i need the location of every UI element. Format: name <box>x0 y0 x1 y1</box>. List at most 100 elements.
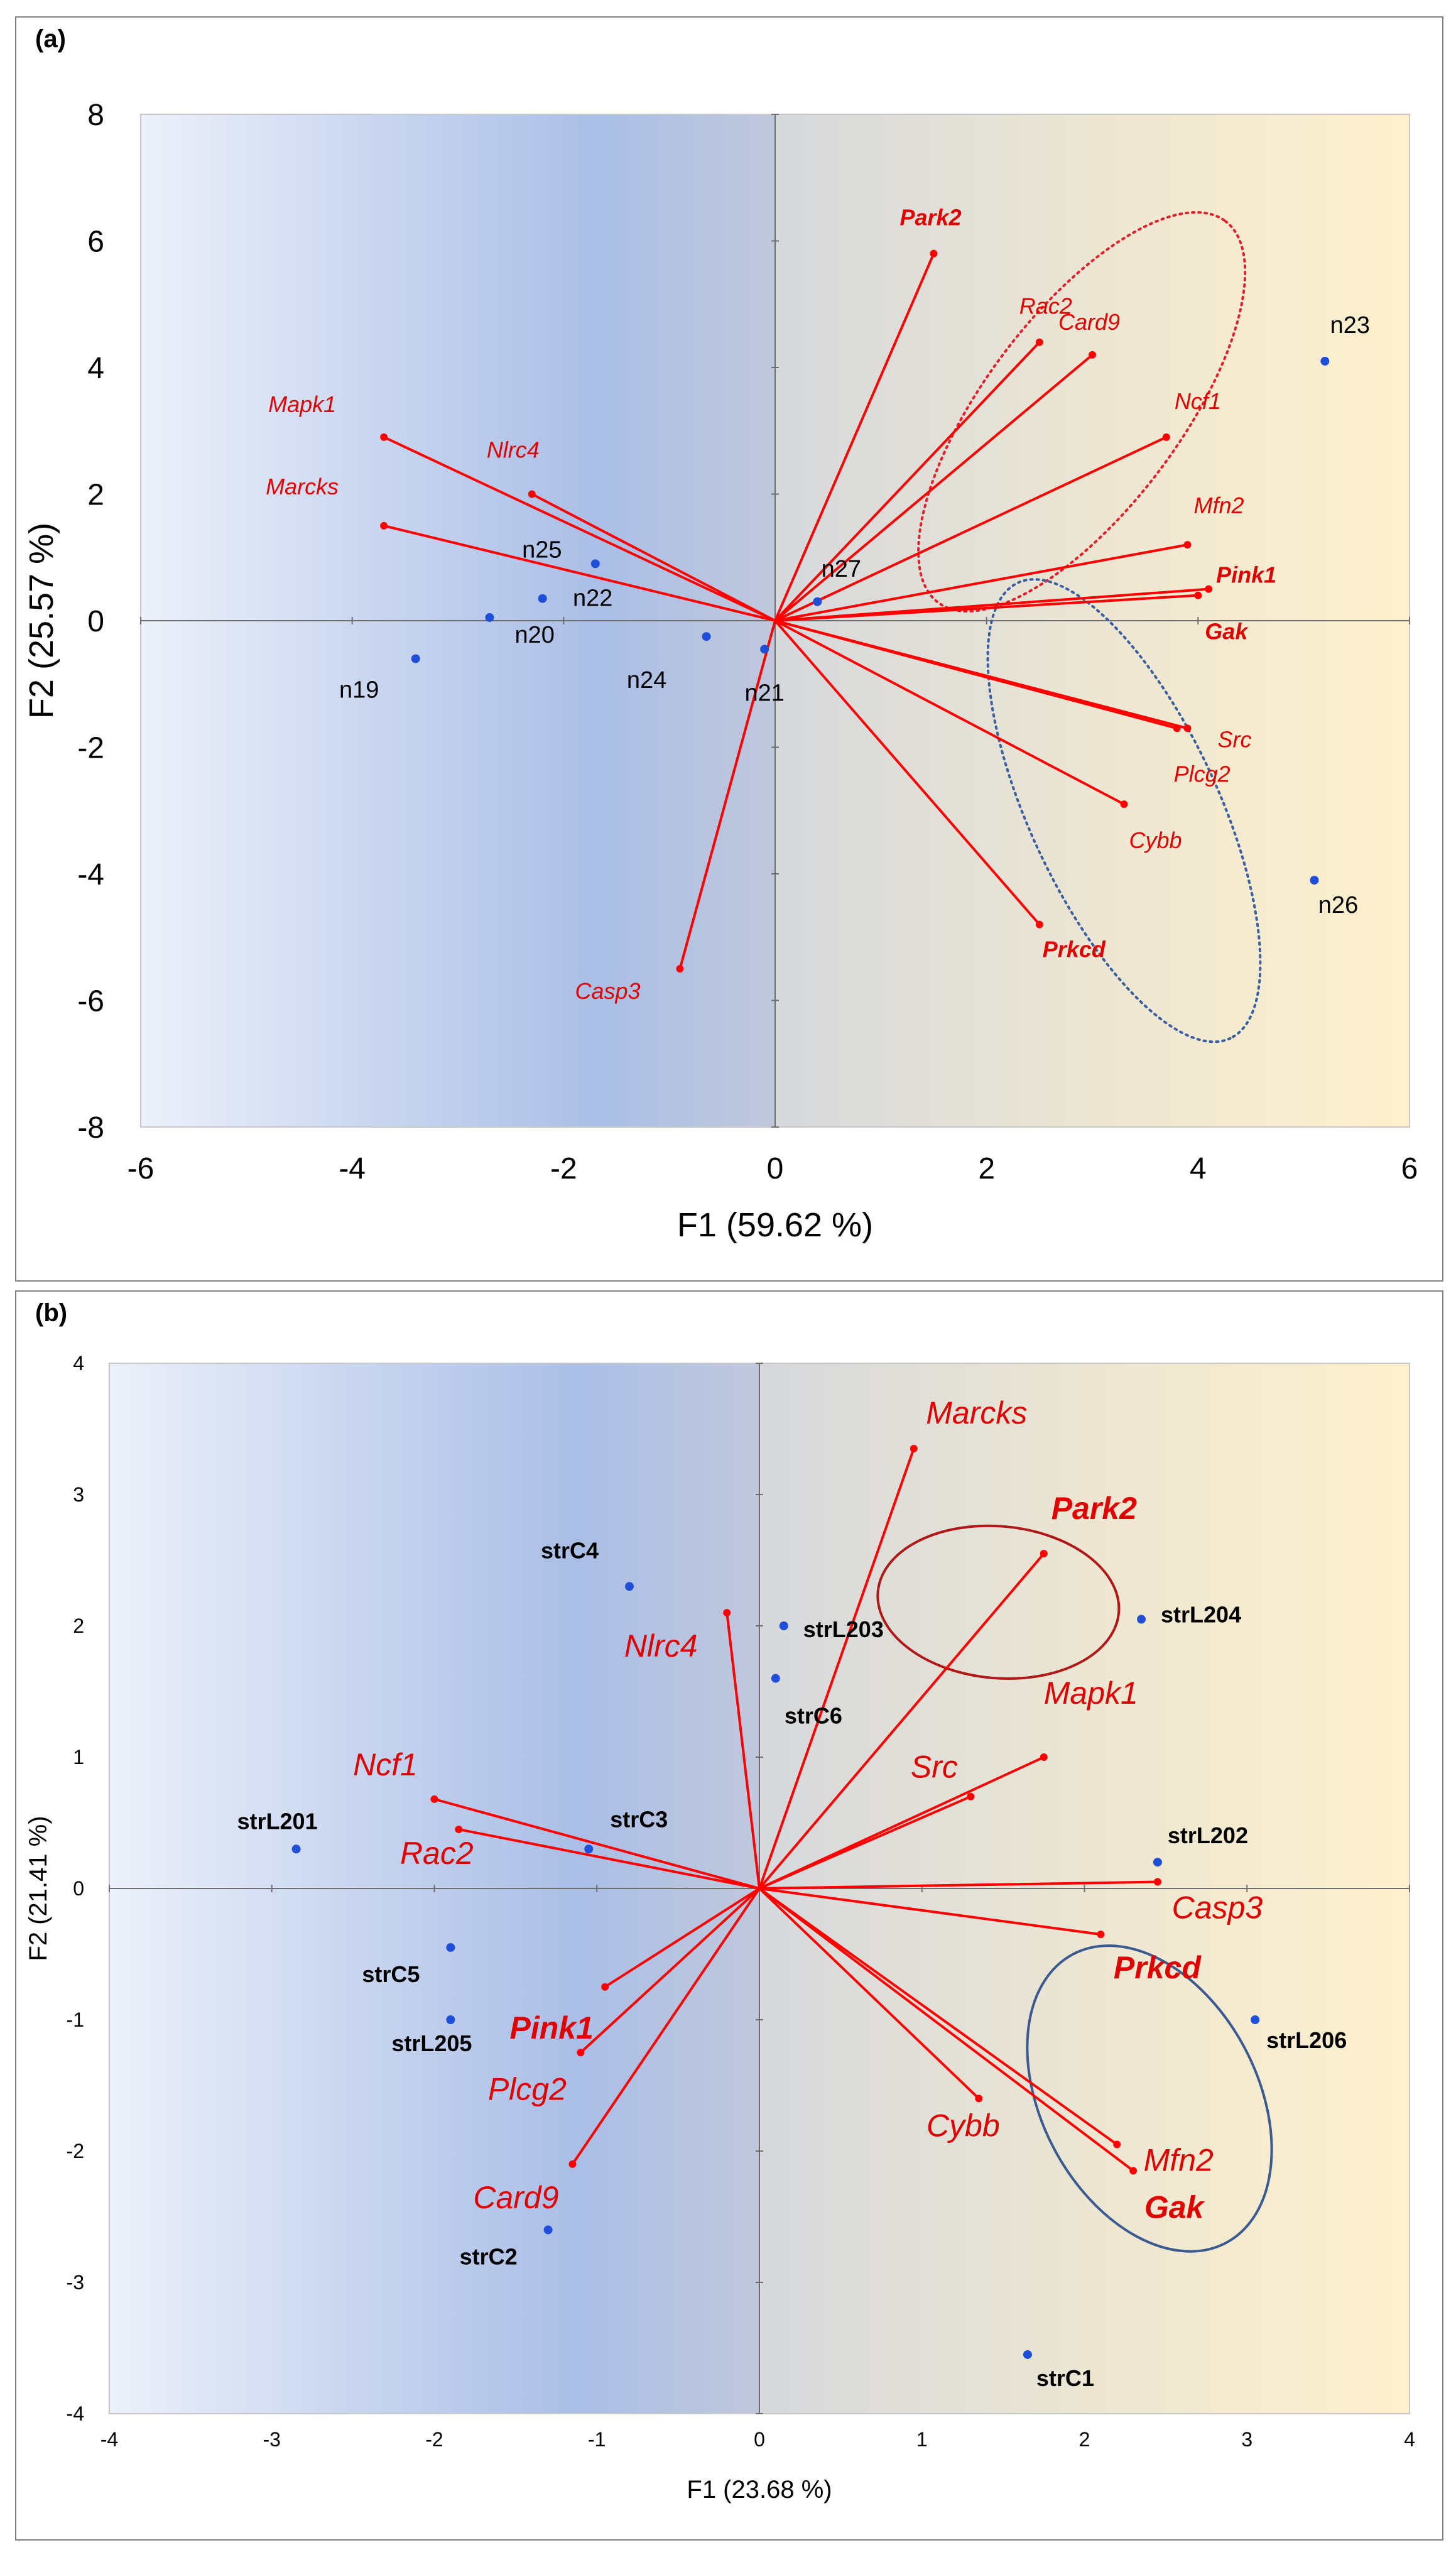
vector-tip-park2 <box>930 249 938 258</box>
biplot-a: -6 -4 -2 0 2 4 6 -8 -6 -4 -2 0 2 4 6 8 F1 (59.62 %) F2 (2… <box>23 99 1418 1244</box>
y-tick-label: 4 <box>73 1352 84 1375</box>
variable-label-prkcd: Prkcd <box>1043 937 1106 962</box>
vector-casp3 <box>759 1880 1158 1890</box>
vector-tip-marcks <box>380 521 388 530</box>
vector-cybb <box>774 619 1125 805</box>
x-tick-label: 2 <box>1079 2428 1090 2451</box>
variable-label-pink1: Pink1 <box>1216 562 1276 588</box>
y-tick-label: -8 <box>77 1111 104 1145</box>
observation-point-strc6 <box>771 1674 780 1683</box>
vector-ncf1 <box>774 436 1167 622</box>
biplot-b: -4 -3 -2 -1 0 1 2 3 4 -4 -3 -2 -1 0 1 2 3 4 F1 (23.68 %) F2… <box>24 1352 1415 2503</box>
vector-casp3 <box>678 620 776 969</box>
y-tick-label: -6 <box>77 984 104 1018</box>
variable-label-cybb: Cybb <box>926 2108 1000 2143</box>
variable-label-casp3: Casp3 <box>1172 1890 1263 1926</box>
y-tick-label: -1 <box>67 2008 84 2031</box>
observation-point-strl202 <box>1153 1858 1162 1867</box>
observation-label-n23: n23 <box>1330 312 1370 339</box>
y-tick-label: 0 <box>73 1877 84 1900</box>
vector-cybb <box>758 1887 980 2100</box>
observation-label-n26: n26 <box>1318 892 1358 918</box>
x-tick-label: 0 <box>754 2428 765 2451</box>
vector-tip-rac2 <box>455 1825 463 1833</box>
panel-a-label: (a) <box>35 25 66 53</box>
panel-a: (a) -6 -4 -2 0 2 4 6 -8 -6 -4 -2 0 2 4 6 8 F1 (59.62 %) F… <box>15 16 1443 1282</box>
variable-label-mfn2: Mfn2 <box>1193 493 1244 518</box>
group-ellipse-lower <box>986 578 1262 1043</box>
observation-point-strc2 <box>543 2225 553 2235</box>
y-tick-label: 4 <box>87 352 104 385</box>
observation-label-strl206: strL206 <box>1266 2027 1347 2053</box>
panel-b-label: (b) <box>35 1299 68 1327</box>
vector-gak <box>774 594 1198 622</box>
variable-label-card9: Card9 <box>473 2180 558 2215</box>
x-tick-label: 0 <box>767 1152 784 1185</box>
y-tick-label: 1 <box>73 1746 84 1768</box>
x-tick-label: 6 <box>1401 1152 1418 1185</box>
vector-tip-mfn2 <box>1113 2140 1121 2149</box>
observation-point-strl204 <box>1137 1615 1146 1624</box>
observation-point-strl201 <box>291 1844 301 1854</box>
observation-label-strl205: strL205 <box>391 2030 472 2056</box>
variable-label-ncf1: Ncf1 <box>353 1747 418 1782</box>
vector-tip-marcks <box>910 1444 918 1452</box>
vector-tip-casp3 <box>1153 1878 1161 1886</box>
observation-label-n25: n25 <box>522 537 562 563</box>
vector-plcg2 <box>580 1887 761 2054</box>
variable-label-prkcd: Prkcd <box>1114 1950 1202 1985</box>
variable-label-ncf1: Ncf1 <box>1175 388 1221 414</box>
x-tick-label: -4 <box>339 1152 366 1185</box>
vector-tip-park2 <box>1040 1550 1048 1558</box>
vector-nlrc4 <box>531 493 776 622</box>
group-ellipse-upper <box>876 1524 1121 1680</box>
variable-label-src: Src <box>1218 726 1252 752</box>
variable-label-marcks: Marcks <box>266 474 339 499</box>
observation-point-strc3 <box>584 1844 594 1854</box>
y-tick-label: -4 <box>77 858 104 891</box>
variable-label-nlrc4: Nlrc4 <box>487 437 540 463</box>
observation-point-n23 <box>1320 356 1330 366</box>
y-tick-label: 6 <box>87 225 104 258</box>
x-tick-label: -2 <box>425 2428 443 2451</box>
vector-mfn2 <box>758 1887 1118 2146</box>
variable-label-card9: Card9 <box>1058 309 1120 335</box>
x-axis-title: F1 (59.62 %) <box>677 1206 873 1244</box>
y-tick-label: 2 <box>87 478 104 511</box>
x-tick-label: -1 <box>588 2428 606 2451</box>
observation-point-n22 <box>538 594 547 603</box>
observation-label-strc1: strC1 <box>1036 2365 1094 2391</box>
observation-label-strl204: strL204 <box>1161 1602 1241 1628</box>
observation-label-n24: n24 <box>627 667 666 694</box>
vector-tip-cybb <box>975 2095 983 2103</box>
vector-tip-mfn2 <box>1183 541 1192 549</box>
vector-tip-prkcd <box>1097 1931 1105 1939</box>
x-tick-label: 4 <box>1404 2428 1415 2451</box>
vector-tip-mapk1 <box>1040 1753 1048 1761</box>
vector-card9 <box>774 354 1094 622</box>
vector-tip-card9 <box>568 2160 577 2168</box>
vector-mfn2 <box>774 543 1188 622</box>
vector-nlrc4 <box>725 1612 761 1889</box>
observation-point-n24 <box>702 632 711 641</box>
vector-tip-src <box>1183 724 1192 733</box>
observation-point-strl203 <box>779 1621 788 1630</box>
panel-b: (b) -4 -3 -2 -1 0 1 2 3 4 -4 -3 -2 -1 0 1 2 3 4 F1 (23.68 … <box>15 1290 1443 2541</box>
x-tick-label: 4 <box>1190 1152 1207 1185</box>
vector-tip-mapk1 <box>380 433 388 441</box>
vector-tip-gak <box>1194 591 1202 599</box>
observation-label-n21: n21 <box>744 680 784 706</box>
y-tick-label: -3 <box>67 2271 84 2294</box>
vector-marcks <box>383 524 776 622</box>
observation-label-strc5: strC5 <box>362 1961 420 1987</box>
y-tick-label: 2 <box>73 1615 84 1637</box>
x-tick-label: -2 <box>550 1152 577 1185</box>
y-tick-label: -2 <box>77 731 104 765</box>
vector-card9 <box>571 1887 761 2165</box>
variable-label-mapk1: Mapk1 <box>1044 1675 1138 1711</box>
variable-label-rac2: Rac2 <box>1019 293 1072 319</box>
variable-label-casp3: Casp3 <box>575 978 640 1004</box>
y-tick-label: -4 <box>67 2402 84 2425</box>
observation-point-strl206 <box>1251 2015 1260 2024</box>
variable-label-pink1: Pink1 <box>509 2010 593 2046</box>
